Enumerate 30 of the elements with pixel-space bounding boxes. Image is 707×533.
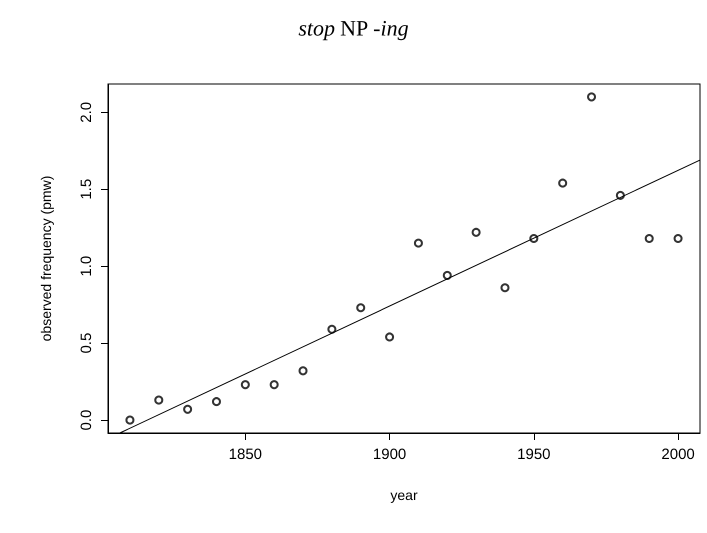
point [414,238,423,248]
point [240,380,250,390]
point [298,366,308,376]
y-tick-label: 0.0 [78,410,95,431]
x-tick-label: 1850 [228,446,262,463]
point [472,228,481,237]
point [442,270,452,280]
y-tick-label: 1.0 [78,256,95,277]
x-tick-label: 1900 [372,446,406,463]
point [270,380,279,390]
y-axis-title: observed frequency (pmw) [38,176,54,342]
x-tick-label: 2000 [661,446,695,463]
point [327,324,336,334]
point [212,397,221,406]
y-tick-label: 1.5 [78,178,95,200]
x-tick-label: 1950 [517,446,551,463]
point [500,283,510,292]
point [125,416,134,425]
point [154,396,164,405]
y-tick-label: 2.0 [78,102,95,123]
point [385,332,394,342]
point [587,92,596,102]
point [644,234,654,243]
chart-title: stop NP -ing [298,16,409,40]
x-axis-title: year [390,487,418,503]
point [674,234,683,243]
point [558,178,568,188]
point [356,303,366,312]
y-tick-label: 0.5 [78,332,95,354]
point [183,404,192,414]
